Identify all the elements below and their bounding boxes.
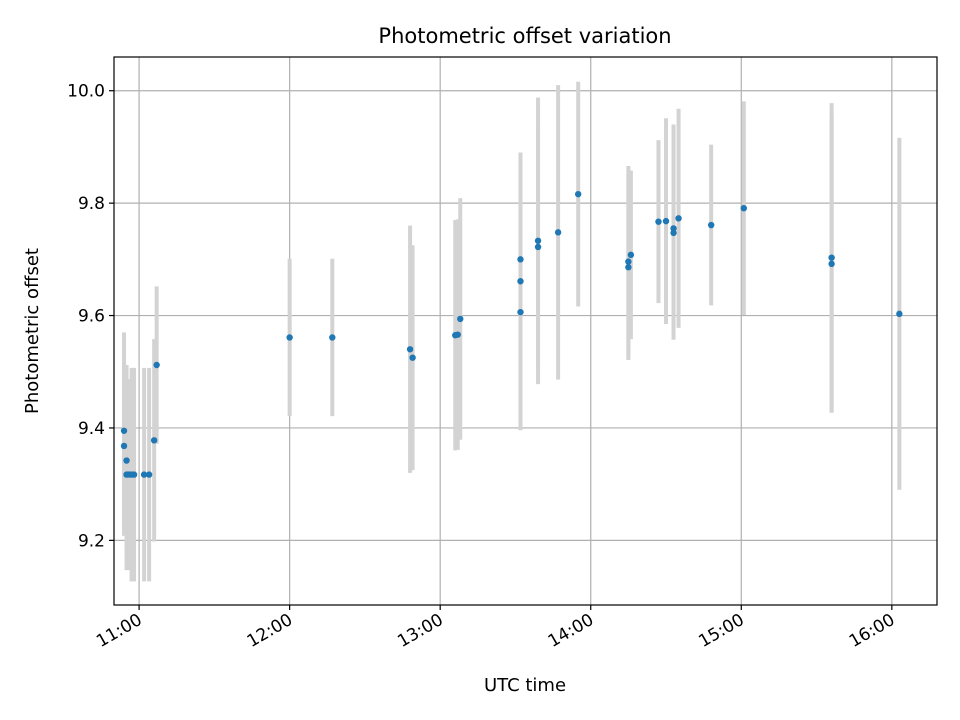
data-point bbox=[554, 229, 562, 236]
y-tick-label: 10.0 bbox=[67, 82, 105, 102]
data-point bbox=[670, 229, 677, 237]
y-tick-label: 9.2 bbox=[78, 531, 105, 551]
y-axis: 9.2 9.4 9.6 9.8 10.0 bbox=[67, 82, 114, 551]
data-point bbox=[896, 310, 903, 318]
data-point bbox=[625, 258, 632, 265]
data-point bbox=[120, 442, 128, 450]
data-point bbox=[828, 260, 835, 268]
data-point bbox=[517, 256, 524, 263]
data-point bbox=[130, 471, 138, 478]
data-point bbox=[454, 331, 461, 338]
y-axis-label: Photometric offset bbox=[22, 248, 43, 414]
data-point bbox=[517, 278, 524, 285]
data-point bbox=[123, 457, 130, 464]
data-point bbox=[534, 237, 542, 244]
y-tick-label: 9.6 bbox=[78, 307, 105, 327]
y-tick-label: 9.4 bbox=[78, 419, 105, 439]
data-point bbox=[707, 221, 715, 229]
data-point bbox=[675, 215, 682, 222]
data-point bbox=[409, 354, 416, 361]
data-point bbox=[145, 471, 153, 478]
data-point bbox=[574, 190, 582, 198]
data-point bbox=[286, 334, 293, 341]
grid bbox=[114, 57, 937, 605]
data-point bbox=[534, 243, 542, 251]
data-points bbox=[120, 190, 903, 478]
data-point bbox=[153, 361, 160, 369]
data-point bbox=[457, 315, 464, 323]
data-point bbox=[828, 254, 835, 261]
data-point bbox=[329, 334, 336, 341]
data-point bbox=[662, 217, 670, 225]
plot-frame bbox=[113, 56, 938, 606]
data-point bbox=[670, 225, 677, 232]
data-point bbox=[150, 437, 158, 444]
data-point bbox=[120, 427, 128, 434]
data-point bbox=[140, 471, 148, 478]
x-axis-label: UTC time bbox=[484, 675, 566, 696]
y-tick-label: 9.8 bbox=[78, 194, 105, 214]
chart-title: Photometric offset variation bbox=[378, 24, 671, 48]
data-point bbox=[406, 346, 414, 353]
data-point bbox=[625, 264, 632, 271]
data-point bbox=[517, 308, 524, 316]
data-point bbox=[740, 204, 747, 212]
data-point bbox=[655, 218, 662, 225]
data-point bbox=[627, 251, 635, 259]
